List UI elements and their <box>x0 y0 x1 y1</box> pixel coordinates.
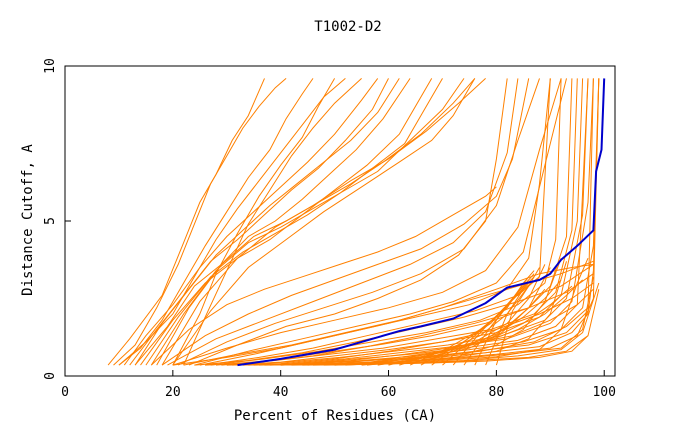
series-line-11 <box>150 78 465 366</box>
series-line-48 <box>420 276 530 366</box>
y-tick-label: 0 <box>43 372 58 380</box>
x-axis-label: Percent of Residues (CA) <box>234 408 436 424</box>
series-line-10 <box>145 78 443 366</box>
series-line-57 <box>183 260 594 366</box>
series-line-66 <box>366 288 546 366</box>
series-line-22 <box>172 78 562 366</box>
x-tick-label: 0 <box>61 385 69 400</box>
y-tick-label: 10 <box>43 58 58 74</box>
series-line-63 <box>280 279 583 366</box>
series-line-65 <box>334 279 562 366</box>
series-line-1 <box>107 78 265 366</box>
series-line-60 <box>226 282 594 366</box>
series-line-14 <box>172 78 476 366</box>
x-tick-label: 60 <box>381 385 397 400</box>
series-line-32 <box>248 78 589 366</box>
highlight-series <box>237 78 606 367</box>
series-line-9 <box>140 78 433 366</box>
x-axis-ticks: 0 20 40 60 80 100 <box>61 370 616 400</box>
y-axis-label: Distance Cutoff, A <box>20 144 36 296</box>
series-line-19 <box>167 78 519 366</box>
series-line-3 <box>118 78 314 366</box>
series-line-26 <box>210 78 562 366</box>
series-line-13 <box>161 78 486 366</box>
highlight-series-line <box>237 78 606 367</box>
series-line-2 <box>113 78 287 366</box>
series-line-30 <box>232 78 589 366</box>
series-line-51 <box>452 282 530 366</box>
series-line-16 <box>183 78 362 366</box>
chart-title: T1002-D2 <box>314 19 381 35</box>
x-tick-label: 80 <box>489 385 505 400</box>
series-line-5 <box>123 78 379 366</box>
series-line-7 <box>134 78 400 366</box>
series-line-4 <box>118 78 346 366</box>
series-line-18 <box>161 78 530 366</box>
series-line-17 <box>150 186 497 366</box>
series-line-21 <box>188 78 508 366</box>
series-line-8 <box>134 78 411 366</box>
plot-lines <box>107 78 600 366</box>
series-line-23 <box>194 78 567 366</box>
series-line-25 <box>205 78 551 366</box>
y-tick-label: 5 <box>43 217 58 225</box>
x-tick-label: 40 <box>273 385 289 400</box>
y-axis-ticks: 0 5 10 <box>43 58 71 380</box>
series-line-20 <box>177 78 540 366</box>
series-line-15 <box>172 78 336 366</box>
x-tick-label: 20 <box>165 385 181 400</box>
series-line-61 <box>242 288 594 366</box>
x-tick-label: 100 <box>592 385 615 400</box>
series-line-53 <box>474 276 535 366</box>
